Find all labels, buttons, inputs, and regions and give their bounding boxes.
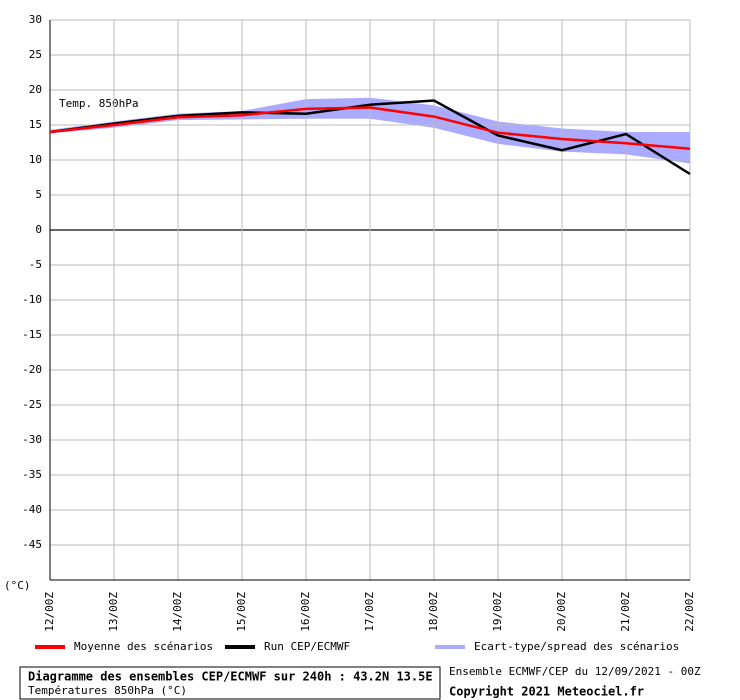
footer-run: Ensemble ECMWF/CEP du 12/09/2021 - 00Z (449, 665, 701, 678)
x-tick-label: 17/00Z (363, 592, 376, 632)
y-tick-label: 15 (29, 118, 42, 131)
x-tick-label: 12/00Z (43, 592, 56, 632)
y-tick-label: -35 (22, 468, 42, 481)
y-tick-label: 0 (35, 223, 42, 236)
x-tick-label: 18/00Z (427, 592, 440, 632)
y-tick-label: 25 (29, 48, 42, 61)
x-tick-label: 20/00Z (555, 592, 568, 632)
y-tick-label: -5 (29, 258, 42, 271)
y-tick-label: 5 (35, 188, 42, 201)
x-tick-label: 22/00Z (683, 592, 696, 632)
y-tick-label: 30 (29, 13, 42, 26)
line (49, 106, 691, 151)
legend-label: Ecart-type/spread des scénarios (474, 640, 679, 653)
y-tick-label: -45 (22, 538, 42, 551)
legend-label: Run CEP/ECMWF (264, 640, 350, 653)
y-tick-label: -30 (22, 433, 42, 446)
line (49, 99, 691, 176)
footer-title: Diagramme des ensembles CEP/ECMWF sur 24… (28, 670, 433, 684)
legend-label: Moyenne des scénarios (74, 640, 213, 653)
y-unit: (°C) (4, 579, 31, 592)
x-tick-label: 21/00Z (619, 592, 632, 632)
x-tick-label: 14/00Z (171, 592, 184, 632)
x-tick-label: 13/00Z (107, 592, 120, 632)
footer-box (19, 666, 441, 700)
footer-subtitle: Températures 850hPa (°C) (28, 684, 187, 697)
x-tick-label: 16/00Z (299, 592, 312, 632)
y-tick-label: 20 (29, 83, 42, 96)
annotation: Temp. 850hPa (59, 97, 138, 110)
y-tick-label: -10 (22, 293, 42, 306)
footer-copyright: Copyright 2021 Meteociel.fr (449, 685, 644, 699)
x-tick-label: 15/00Z (235, 592, 248, 632)
y-tick-label: -25 (22, 398, 42, 411)
x-tick-label: 19/00Z (491, 592, 504, 632)
y-tick-label: -40 (22, 503, 42, 516)
y-tick-label: -20 (22, 363, 42, 376)
y-tick-label: -15 (22, 328, 42, 341)
y-tick-label: 10 (29, 153, 42, 166)
